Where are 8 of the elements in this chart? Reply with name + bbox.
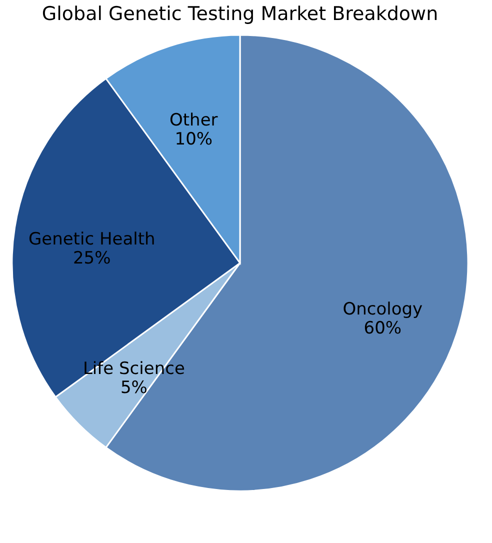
- slice-label: Oncology: [342, 299, 423, 320]
- slice-label: Other: [170, 110, 218, 130]
- data-label: 5%: [120, 378, 148, 398]
- data-label: 10%: [174, 129, 213, 150]
- chart-title: Global Genetic Testing Market Breakdown: [42, 3, 438, 25]
- slice-label: Genetic Health: [28, 230, 156, 250]
- data-label: 60%: [364, 318, 402, 338]
- data-label: 25%: [72, 248, 111, 269]
